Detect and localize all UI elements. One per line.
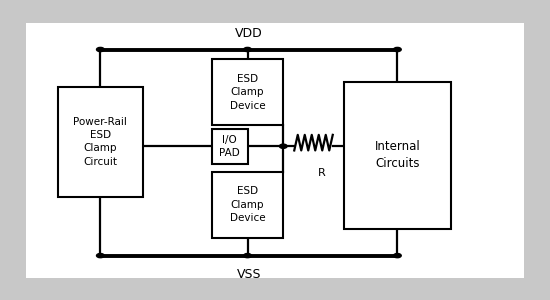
Text: I/O
PAD: I/O PAD	[219, 135, 240, 158]
Text: ESD
Clamp
Device: ESD Clamp Device	[230, 186, 265, 223]
Text: R: R	[318, 168, 326, 178]
Bar	[212, 129, 248, 164]
Bar	[212, 172, 283, 238]
Circle shape	[393, 47, 402, 52]
Bar	[58, 87, 143, 196]
Circle shape	[279, 144, 287, 148]
FancyBboxPatch shape	[26, 23, 524, 278]
Text: Power-Rail
ESD
Clamp
Circuit: Power-Rail ESD Clamp Circuit	[74, 117, 127, 166]
Circle shape	[97, 47, 104, 52]
Text: VDD: VDD	[235, 27, 263, 40]
Text: Internal
Circuits: Internal Circuits	[375, 140, 420, 170]
Bar	[212, 59, 283, 125]
Text: VSS: VSS	[236, 268, 261, 281]
Circle shape	[244, 47, 251, 52]
Circle shape	[97, 254, 104, 258]
Bar	[344, 82, 451, 229]
Text: ESD
Clamp
Device: ESD Clamp Device	[230, 74, 265, 111]
Circle shape	[244, 254, 251, 258]
Circle shape	[393, 254, 402, 258]
